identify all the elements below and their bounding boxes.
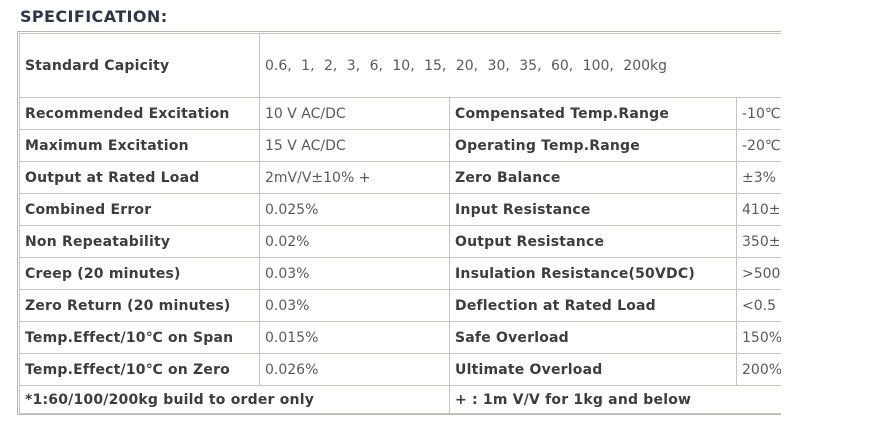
spec-label: Zero Return (20 minutes) [19, 289, 260, 322]
spec-value: -20℃ [736, 129, 781, 162]
table-row: Combined Error 0.025% Input Resistance 4… [19, 193, 781, 226]
footnote-left: *1:60/100/200kg build to order only [19, 385, 450, 414]
spec-value: 0.03% [259, 289, 450, 322]
specification-table: Standard Capicity 0.6, 1, 2, 3, 6, 10, 1… [19, 33, 781, 414]
table-row: Creep (20 minutes) 0.03% Insulation Resi… [19, 257, 781, 290]
spec-value: 10 V AC/DC [259, 97, 450, 130]
spec-value: 2mV/V±10% + [259, 161, 450, 194]
spec-value: >500 [736, 257, 781, 290]
spec-value: 15 V AC/DC [259, 129, 450, 162]
spec-value: 0.015% [259, 321, 450, 354]
spec-value: 0.03% [259, 257, 450, 290]
spec-label: Insulation Resistance(50VDC) [449, 257, 737, 290]
spec-label: Zero Balance [449, 161, 737, 194]
spec-value: -10℃ [736, 97, 781, 130]
spec-value: 0.026% [259, 353, 450, 386]
spec-label: Output Resistance [449, 225, 737, 258]
table-row: Maximum Excitation 15 V AC/DC Operating … [19, 129, 781, 162]
spec-label: Combined Error [19, 193, 260, 226]
table-row-footnotes: *1:60/100/200kg build to order only + : … [19, 385, 781, 414]
spec-value: ±3% [736, 161, 781, 194]
spec-label: Temp.Effect/10℃ on Span [19, 321, 260, 354]
spec-label: Recommended Excitation [19, 97, 260, 130]
footnote-right: + : 1m V/V for 1kg and below [449, 385, 781, 414]
spec-label: Input Resistance [449, 193, 737, 226]
table-row: Zero Return (20 minutes) 0.03% Deflectio… [19, 289, 781, 322]
specification-table-container: Standard Capicity 0.6, 1, 2, 3, 6, 10, 1… [17, 31, 781, 415]
spec-value: 350± [736, 225, 781, 258]
spec-label: Maximum Excitation [19, 129, 260, 162]
spec-label: Ultimate Overload [449, 353, 737, 386]
table-row: Temp.Effect/10℃ on Zero 0.026% Ultimate … [19, 353, 781, 386]
spec-value: <0.5 [736, 289, 781, 322]
spec-label: Temp.Effect/10℃ on Zero [19, 353, 260, 386]
spec-label: Operating Temp.Range [449, 129, 737, 162]
capacity-label: Standard Capicity [19, 33, 260, 98]
table-row: Temp.Effect/10℃ on Span 0.015% Safe Over… [19, 321, 781, 354]
spec-value: 150% [736, 321, 781, 354]
spec-label: Non Repeatability [19, 225, 260, 258]
spec-label: Output at Rated Load [19, 161, 260, 194]
spec-label: Safe Overload [449, 321, 737, 354]
capacity-value: 0.6, 1, 2, 3, 6, 10, 15, 20, 30, 35, 60,… [259, 33, 781, 98]
spec-label: Deflection at Rated Load [449, 289, 737, 322]
table-row-capacity: Standard Capicity 0.6, 1, 2, 3, 6, 10, 1… [19, 33, 781, 98]
spec-value: 0.025% [259, 193, 450, 226]
page-title: SPECIFICATION: [20, 7, 168, 26]
spec-value: 0.02% [259, 225, 450, 258]
spec-value: 410± [736, 193, 781, 226]
table-row: Output at Rated Load 2mV/V±10% + Zero Ba… [19, 161, 781, 194]
spec-value: 200% [736, 353, 781, 386]
table-row: Recommended Excitation 10 V AC/DC Compen… [19, 97, 781, 130]
table-row: Non Repeatability 0.02% Output Resistanc… [19, 225, 781, 258]
spec-label: Creep (20 minutes) [19, 257, 260, 290]
spec-label: Compensated Temp.Range [449, 97, 737, 130]
